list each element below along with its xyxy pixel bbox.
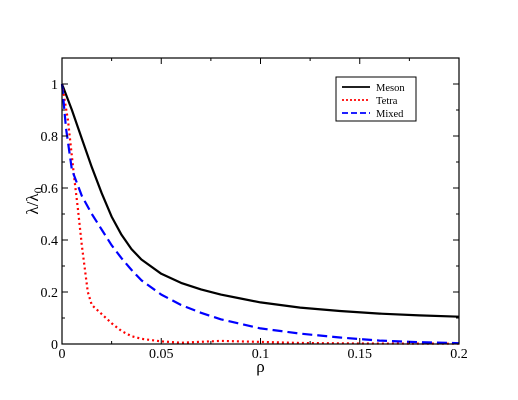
y-tick-label: 1 [51, 78, 58, 93]
series-line-meson [60, 83, 460, 318]
series-layer [60, 83, 460, 345]
y-tick-label: 0.4 [41, 234, 59, 249]
x-tick-label: 0.15 [348, 347, 373, 362]
ticks-layer: 0 0.05 0.1 0.15 0.2 0 0.2 0.4 0.6 0.8 1 [41, 58, 468, 362]
series-line-mixed [60, 83, 460, 345]
legend-label-tetra: Tetra [376, 96, 398, 107]
legend-box [335, 76, 417, 122]
x-tick-label: 0.2 [450, 347, 468, 362]
series-line-tetra [60, 83, 460, 345]
y-axis-label-subscript: 0 [31, 187, 45, 193]
x-tick-label: 0.05 [149, 347, 174, 362]
legend-label-meson: Meson [376, 83, 405, 94]
x-tick-label: 0 [59, 347, 66, 362]
legend-label-mixed: Mixed [376, 109, 404, 120]
y-tick-label: 0.6 [41, 182, 59, 197]
y-tick-label: 0.2 [41, 286, 59, 301]
y-axis-label-main: λ/λ [23, 193, 42, 215]
y-tick-label: 0.8 [41, 130, 59, 145]
y-tick-label: 0 [51, 338, 58, 353]
y-axis-label: λ/λ0 [23, 187, 45, 214]
x-axis-label: ρ [256, 357, 264, 376]
x-tick-label: 0.1 [252, 347, 270, 362]
legend: Meson Tetra Mixed [335, 76, 417, 122]
